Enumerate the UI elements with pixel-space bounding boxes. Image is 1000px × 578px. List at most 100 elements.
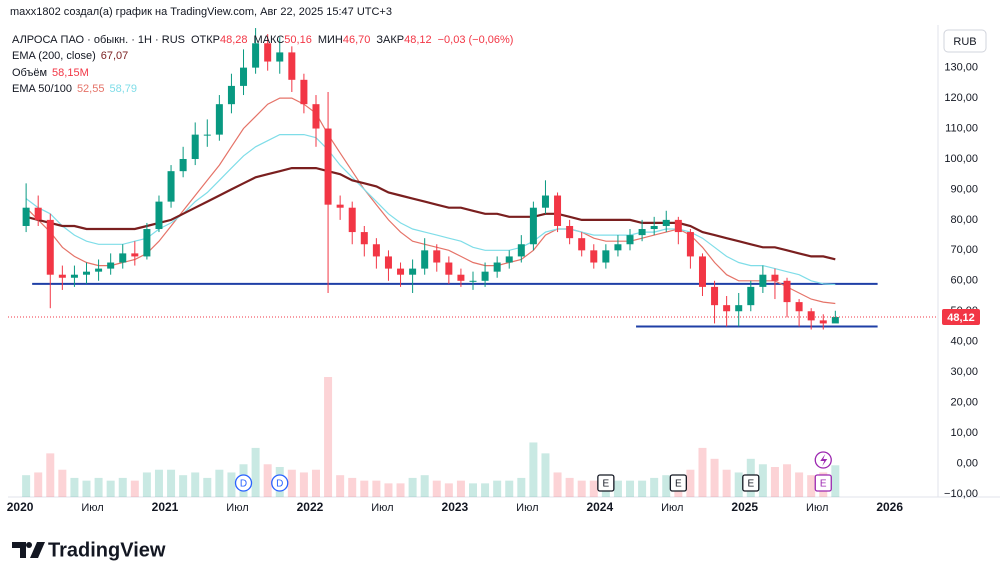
volume-bar	[34, 472, 43, 497]
candle-body	[554, 195, 562, 226]
volume-bar	[565, 477, 574, 497]
candle-body	[566, 225, 574, 239]
candle-body	[650, 225, 658, 230]
volume-bar	[22, 475, 31, 497]
candle-body	[445, 262, 453, 275]
legend-item: 58,79	[109, 83, 137, 95]
x-tick-label: Июл	[806, 502, 828, 514]
volume-bar	[698, 447, 707, 497]
candle-body	[227, 85, 235, 105]
last-price-box	[942, 308, 980, 325]
volume-bar	[142, 472, 151, 497]
event-label: E	[820, 479, 827, 490]
event-label: E	[675, 479, 682, 490]
x-tick-label: 2025	[731, 500, 758, 514]
x-tick-label: 2023	[442, 500, 469, 514]
y-tick-label: 90,00	[950, 183, 978, 195]
volume-bar	[710, 458, 719, 497]
candle-body	[602, 250, 610, 263]
volume-bar	[613, 480, 622, 497]
volume-bar	[191, 472, 200, 497]
candle-body	[638, 229, 646, 236]
candle-body	[312, 104, 320, 129]
volume-bar	[662, 475, 671, 497]
event-marker	[271, 474, 289, 492]
news-icon	[820, 454, 828, 466]
candle-body	[34, 207, 42, 220]
volume-bar	[251, 447, 260, 497]
candle-body	[457, 274, 465, 281]
candle-body	[517, 244, 525, 257]
legend-item: 48,12	[404, 34, 432, 46]
candle-body	[614, 244, 622, 251]
legend-item: EMA (200, close)	[12, 50, 96, 62]
volume-bar	[444, 483, 453, 497]
volume-bar	[493, 480, 502, 497]
x-tick-label: Июл	[516, 502, 538, 514]
candle-body	[711, 286, 719, 306]
event-marker	[597, 474, 615, 492]
volume-bar	[481, 483, 490, 497]
x-tick-label: 2020	[7, 500, 34, 514]
candle-body	[493, 262, 501, 272]
volume-bar	[46, 453, 55, 497]
candle-body	[203, 134, 211, 136]
legend-ema50-100: EMA 50/100 52,55 58,79	[12, 83, 137, 95]
volume-bar	[396, 483, 405, 497]
volume-bar	[589, 480, 598, 497]
volume-bar	[734, 472, 743, 497]
candle-body	[131, 253, 139, 257]
candle-body	[433, 250, 441, 263]
plot	[22, 28, 878, 497]
volume-bar	[118, 477, 127, 497]
volume-bar	[541, 453, 550, 497]
volume-bar	[577, 480, 586, 497]
legend-symbol: АЛРОСА ПАО · обыкн. · 1Н · RUS ОТКР48,28 М…	[12, 34, 513, 46]
volume-bar	[179, 475, 188, 497]
candle-body	[783, 280, 791, 303]
volume-bar	[650, 477, 659, 497]
volume-bar	[215, 469, 224, 497]
ema-line	[25, 97, 836, 305]
legend-item: 58,15M	[52, 67, 89, 79]
volume-bar	[203, 477, 212, 497]
candle-body	[179, 158, 187, 172]
candle-body	[95, 268, 103, 272]
candle-body	[191, 134, 199, 159]
volume-bar	[384, 483, 393, 497]
y-tick-label: 10,00	[950, 427, 978, 439]
candle-body	[107, 262, 115, 269]
legend-item: МИН	[318, 34, 343, 46]
volume-bar	[58, 469, 67, 497]
x-tick-label: 2024	[586, 500, 613, 514]
legend-ema200: EMA (200, close) 67,07	[12, 50, 128, 62]
candle-body	[469, 280, 477, 282]
legend-item: −0,03 (−0,06%)	[438, 34, 514, 46]
candle-body	[372, 244, 380, 257]
volume-bar	[311, 469, 320, 497]
event-marker	[742, 474, 760, 492]
currency-button[interactable]	[943, 29, 987, 53]
candle-body	[215, 104, 223, 135]
volume-bar	[722, 469, 731, 497]
volume-bar	[758, 464, 767, 497]
volume-bar	[638, 480, 647, 497]
y-tick-label: 130,00	[944, 62, 978, 74]
volume-bar	[324, 377, 333, 497]
event-label: E	[747, 479, 754, 490]
volume-bar	[287, 469, 296, 497]
candle-body	[735, 305, 743, 312]
y-tick-label: 20,00	[950, 397, 978, 409]
candle-body	[590, 250, 598, 263]
candle-body	[83, 271, 91, 275]
y-tick-label: 70,00	[950, 244, 978, 256]
candle-body	[119, 253, 127, 263]
candle-body	[70, 274, 78, 278]
volume-bar	[807, 475, 816, 497]
candle-body	[252, 43, 260, 68]
brand: TradingView	[48, 539, 166, 561]
currency[interactable]: RUB	[953, 36, 976, 48]
volume-bar	[770, 467, 779, 497]
candle-body	[481, 271, 489, 281]
